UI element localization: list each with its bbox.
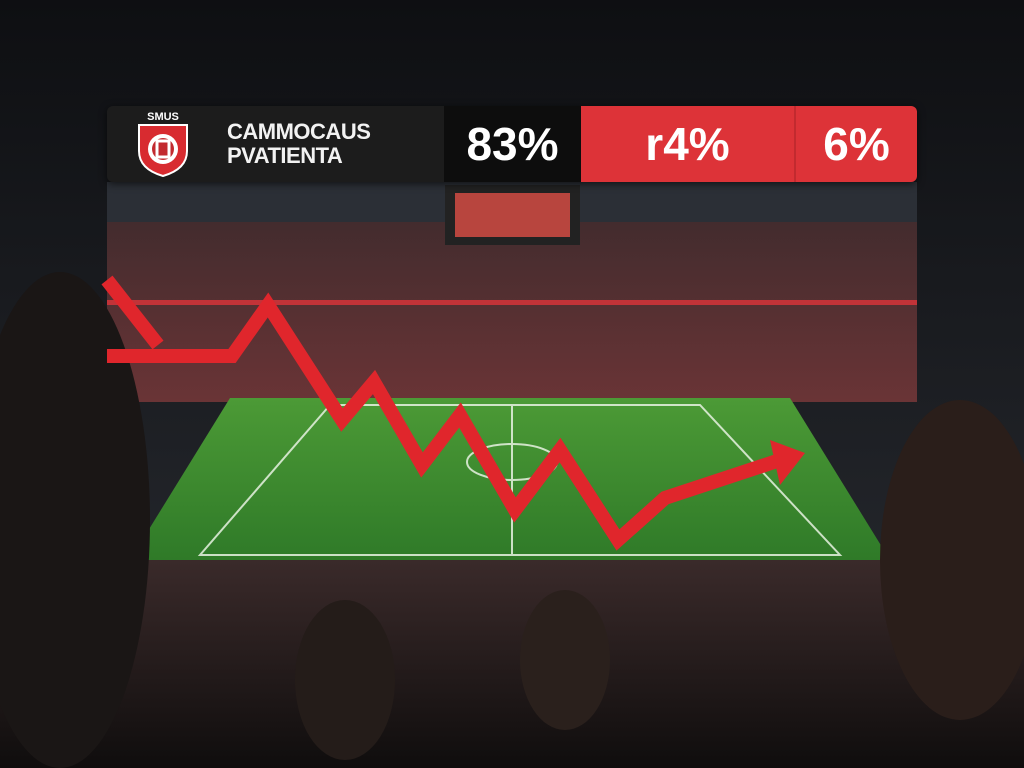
stat-2: r4% [581, 106, 796, 182]
spectator-silhouette [0, 272, 150, 768]
trend-arrow [101, 275, 783, 551]
spectator-silhouette [520, 590, 610, 730]
team-name-line2: PVATIENTA [227, 143, 343, 168]
team-name-line1: CAMMOCAUS [227, 119, 371, 144]
stat-1: 83% [444, 106, 581, 182]
arrow-head [770, 440, 805, 485]
spectator-silhouette [880, 400, 1024, 720]
team-name: CAMMOCAUS PVATIENTA [227, 119, 371, 168]
scoreboard-overlay: SMUS CAMMOCAUS PVATIENTA 83% r4% 6% [107, 106, 917, 182]
spectator-silhouette [295, 600, 395, 760]
ad-ribbon [107, 300, 917, 305]
team-crest-logo: SMUS [135, 111, 191, 178]
stat-3: 6% [796, 106, 917, 182]
jumbotron-screen [455, 193, 570, 237]
crowd [0, 560, 1024, 768]
crest-shield-icon [138, 124, 188, 178]
crest-text: SMUS [147, 111, 179, 123]
team-panel: SMUS CAMMOCAUS PVATIENTA [107, 106, 444, 182]
